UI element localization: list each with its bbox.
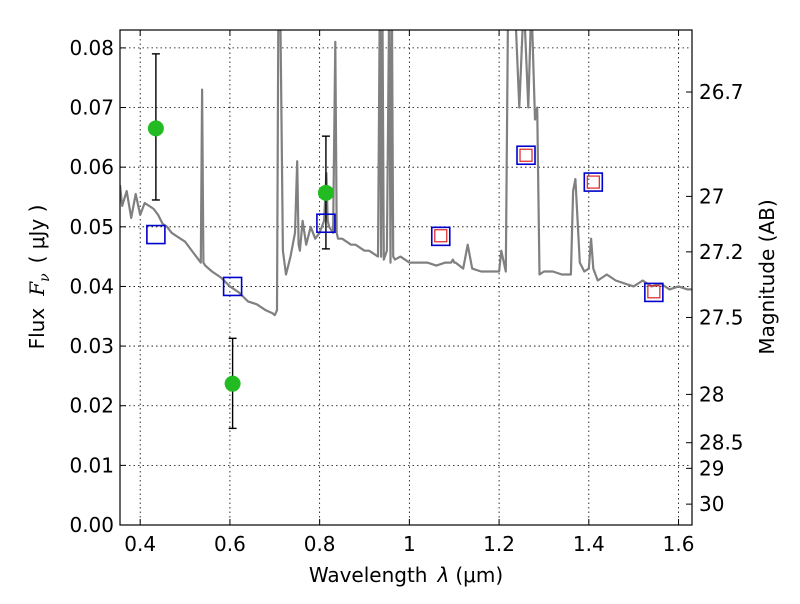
y2-axis-title: Magnitude (AB) (755, 199, 779, 354)
x-axis-title-lambda: λ (437, 563, 450, 587)
sed-layer (120, 30, 692, 317)
ir-square-marker (647, 285, 661, 299)
y-tick-label: 0.06 (69, 155, 114, 179)
y-tick-label: 0.04 (69, 274, 114, 298)
mag-tick-label: 30 (699, 492, 724, 516)
ticks: 0.4 0.6 0.8 1 1.2 1.4 1.6 0.00 0.01 0.02 0.03 0.04 0… (69, 30, 744, 556)
model-square-marker (644, 282, 664, 303)
model-square-marker (583, 172, 604, 192)
mag-tick-label: 26.7 (699, 80, 744, 104)
ir-square-marker (519, 148, 533, 162)
x-tick-label: 0.6 (214, 532, 246, 556)
x-axis-title-prefix: Wavelength (309, 563, 428, 587)
y-axis-title-subscript: ν (37, 273, 53, 282)
x-tick-label: 1 (403, 532, 416, 556)
mag-tick-label: 27 (699, 184, 724, 208)
x-axis-title-unit: (μm) (455, 563, 503, 587)
sed-model-line (120, 30, 692, 317)
x-axis-title: Wavelength λ (μm) (309, 563, 503, 587)
model-square-marker (146, 224, 166, 245)
y-tick-label: 0.03 (69, 334, 114, 358)
plot-frame (119, 29, 693, 526)
y-axis-title: Flux Fν ( μJy ) (25, 205, 53, 350)
mag-tick-label: 28.5 (699, 431, 744, 455)
marker-layer (146, 53, 664, 430)
y-axis-title-symbol: F (25, 281, 49, 297)
y-tick-label: 0.08 (69, 36, 114, 60)
ir-square-marker (434, 229, 448, 243)
y-axis-title-unit: ( μJy ) (25, 205, 49, 264)
y-tick-label: 0.07 (69, 96, 114, 120)
mag-tick-label: 27.5 (699, 305, 744, 329)
y-tick-label: 0.01 (69, 453, 114, 477)
x-tick-label: 0.8 (304, 532, 336, 556)
observed-point (147, 120, 164, 137)
x-tick-label: 1.4 (573, 532, 605, 556)
x-tick-label: 1.2 (483, 532, 515, 556)
y-tick-label: 0.05 (69, 215, 114, 239)
observed-point (317, 184, 334, 201)
observed-point (224, 375, 241, 392)
model-square-marker (516, 145, 536, 166)
y-tick-label: 0.00 (69, 513, 114, 537)
mag-tick-label: 27.2 (699, 240, 744, 264)
model-square-marker (222, 276, 243, 297)
mag-tick-label: 28 (699, 382, 724, 406)
x-tick-label: 0.4 (124, 532, 156, 556)
mag-tick-label: 29 (699, 456, 724, 480)
y-axis-title-prefix: Flux (25, 308, 49, 350)
model-square-marker (430, 226, 451, 247)
grid (120, 30, 692, 526)
y-tick-label: 0.02 (69, 394, 114, 418)
ir-square-marker (586, 175, 600, 189)
x-tick-label: 1.6 (663, 532, 695, 556)
model-square-marker (316, 213, 336, 234)
